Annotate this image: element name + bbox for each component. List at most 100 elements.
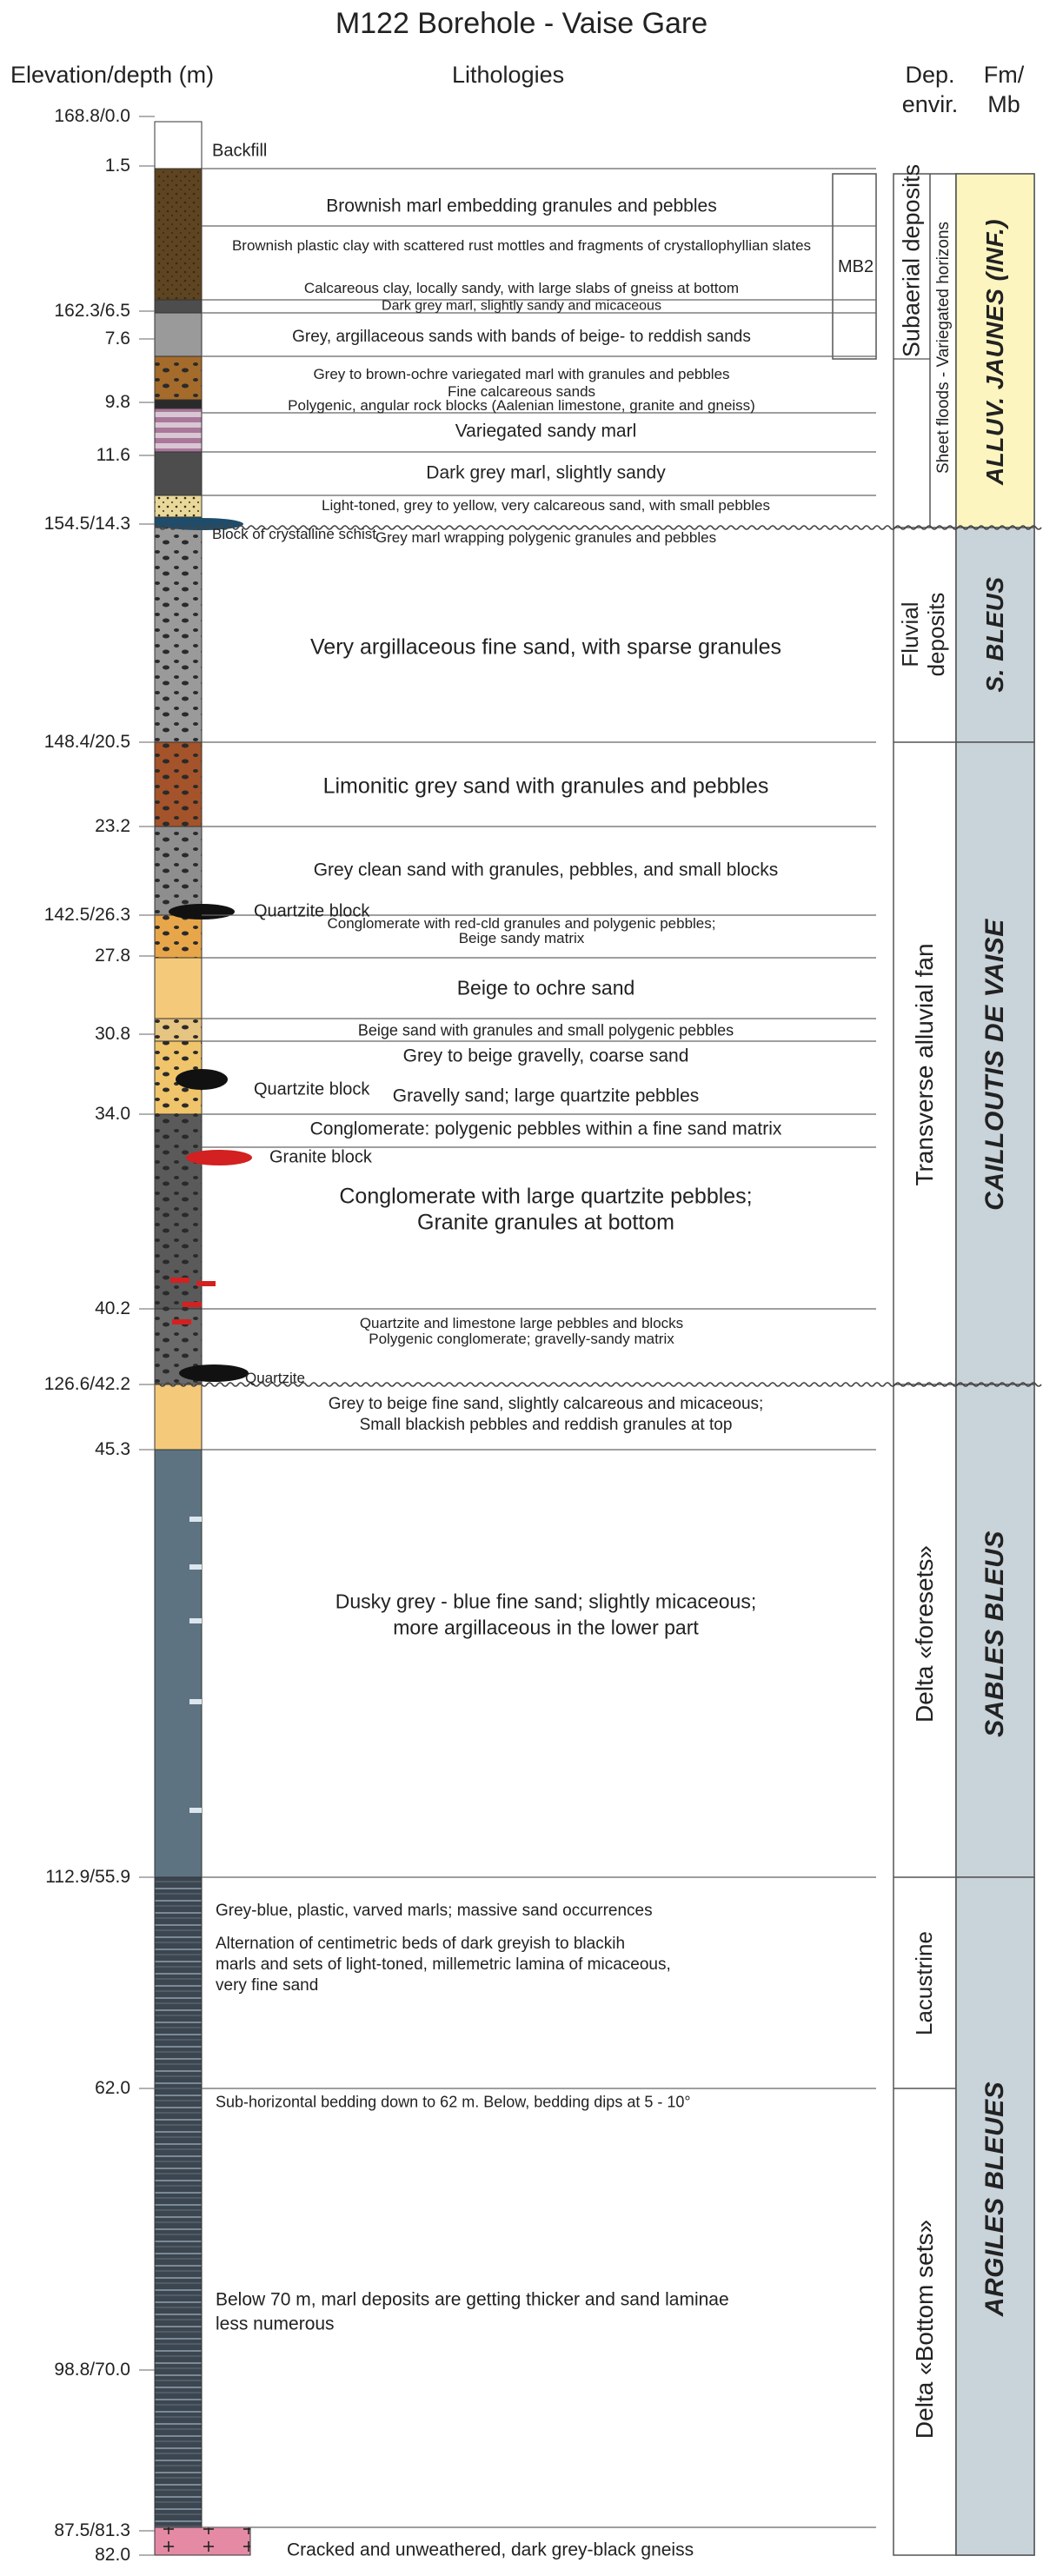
depth-label: 82.0: [95, 2545, 130, 2565]
depth-label: 34.0: [95, 1104, 130, 1124]
depth-label: 45.3: [95, 1439, 130, 1459]
env-fluvial-deposits: deposits: [923, 592, 950, 677]
env-subaerial: Subaerial deposits: [898, 163, 925, 358]
sand-band: [189, 1808, 202, 1813]
dark-grey-marl-block: [154, 451, 203, 496]
variegated-sandy-marl-block-pattern: [154, 408, 203, 453]
varved-marl-block-pattern: [154, 1876, 203, 2528]
figure-title: M122 Borehole - Vaise Gare: [335, 7, 708, 40]
grey-sand-block: [154, 312, 203, 357]
brown-clay-block-pattern: [154, 168, 203, 301]
lithology-description: Dusky grey - blue fine sand; slightly mi…: [335, 1590, 757, 1613]
granite-granule: [170, 1278, 189, 1283]
env-alluvial-fan: Transverse alluvial fan: [910, 943, 938, 1186]
depth-label: 142.5/26.3: [43, 905, 130, 925]
depth-label: 162.3/6.5: [54, 301, 130, 321]
env-sheet-floods: Sheet floods - Variegated horizons: [934, 221, 953, 475]
member-label: MB2: [838, 257, 874, 276]
column-note: Quartzite: [245, 1370, 305, 1386]
depth-label: 7.6: [104, 329, 130, 349]
env-lacustrine: Lacustrine: [911, 1931, 938, 2035]
depth-label: 62.0: [95, 2078, 130, 2098]
depth-label: 126.6/42.2: [43, 1374, 130, 1394]
gneiss-crosses: [155, 2527, 250, 2555]
lithology-description: Beige sandy matrix: [458, 929, 585, 946]
depth-label: 9.8: [104, 392, 130, 412]
lithology-description: more argillaceous in the lower part: [393, 1616, 699, 1639]
lithology-description: Cracked and unweathered, dark grey-black…: [287, 2539, 694, 2560]
lithology-description: Very argillaceous fine sand, with sparse…: [310, 634, 781, 660]
depth-label: 11.6: [96, 445, 130, 465]
depth-label: 23.2: [95, 816, 130, 836]
sand-band: [189, 1564, 202, 1570]
argiles-bleues-fill: [955, 1876, 1035, 2556]
column-note: Quartzite block: [254, 1079, 370, 1099]
lithology-description: Light-toned, grey to yellow, very calcar…: [322, 496, 770, 514]
lithology-description: Quartzite and limestone large pebbles an…: [359, 1314, 684, 1331]
sand-band: [189, 1618, 202, 1623]
formation-argiles-bleues: ARGILES BLEUES: [980, 2081, 1009, 2317]
lithology-description: Gravelly sand; large quartzite pebbles: [392, 1086, 700, 1106]
argillaceous-sand-block-pattern: [154, 527, 203, 743]
lithology-description: very fine sand: [216, 1975, 319, 1995]
lithology-description: Calcareous clay, locally sandy, with lar…: [303, 279, 740, 296]
lithology-description: Small blackish pebbles and reddish granu…: [359, 1415, 733, 1434]
alluv-jaunes-fill: [955, 173, 1035, 528]
depth-label: 27.8: [95, 946, 130, 966]
lithology-description: Beige to ochre sand: [456, 976, 635, 999]
granite-granule: [196, 1281, 216, 1286]
lithology-description: Fine calcareous sands: [447, 382, 596, 400]
lithology-description: Grey to beige fine sand, slightly calcar…: [328, 1394, 764, 1413]
env-delta-foresets: Delta «foresets»: [910, 1545, 938, 1723]
column-note: Block of crystalline schist: [212, 526, 376, 542]
depth-label: 30.8: [95, 1024, 130, 1044]
lithology-description: Granite granules at bottom: [417, 1210, 674, 1235]
quartzite-block-3: [179, 1364, 249, 1382]
granite-block: [186, 1150, 252, 1165]
dark-marl-block: [154, 299, 203, 314]
dep-envir-header: Dep. envir.: [901, 62, 959, 117]
lithology-description: marls and sets of light-toned, millemetr…: [216, 1955, 671, 1974]
formation-alluv-jaunes: ALLUV. JAUNES (INF.): [980, 218, 1008, 486]
lithology-description: Limonitic grey sand with granules and pe…: [322, 773, 769, 799]
depth-label: 1.5: [104, 156, 130, 176]
lithology-description: Polygenic, angular rock blocks (Aalenian…: [288, 396, 755, 414]
lithology-description: Polygenic conglomerate; gravelly-sandy m…: [369, 1330, 674, 1347]
depth-label: 168.8/0.0: [54, 106, 130, 126]
sand-band: [189, 1699, 202, 1704]
variegated-marl-block-pattern: [154, 355, 203, 401]
cailloutis-fill: [955, 741, 1035, 1385]
lithologies-header: Lithologies: [452, 62, 565, 88]
lithology-description: Brownish marl embedding granules and peb…: [326, 196, 717, 216]
column-note: Granite block: [269, 1147, 372, 1167]
conglomerate-redclad-block-pattern: [154, 914, 203, 959]
lithology-description: Variegated sandy marl: [455, 421, 637, 442]
lithology-description: Grey clean sand with granules, pebbles, …: [313, 860, 779, 880]
lithology-description: Alternation of centimetric beds of dark …: [216, 1934, 626, 1953]
column-note: Quartzite block: [254, 901, 370, 921]
lithology-description: Grey-blue, plastic, varved marls; massiv…: [216, 1901, 653, 1920]
lithology-description: Dark grey marl, slightly sandy and micac…: [382, 298, 661, 314]
limonitic-sand-block-pattern: [154, 741, 203, 827]
formation-cailloutis: CAILLOUTIS DE VAISE: [980, 919, 1009, 1211]
lithology-description: Conglomerate: polygenic pebbles within a…: [309, 1119, 782, 1139]
env-delta-bottomsets: Delta «Bottom sets»: [910, 2219, 938, 2440]
calcareous-sand-block-pattern: [154, 495, 203, 518]
formation-sables-bleus: SABLES BLEUS: [980, 1530, 1009, 1737]
backfill-block: [154, 121, 203, 169]
lithology-description: Below 70 m, marl deposits are getting th…: [216, 2289, 729, 2310]
lithology-description: Grey to brown-ochre variegated marl with…: [313, 365, 730, 382]
lithology-description: Conglomerate with red-cld granules and p…: [327, 914, 716, 932]
unconformity-line: [154, 525, 1042, 530]
mb2-box: [832, 173, 877, 360]
lithology-description: Grey, argillaceous sands with bands of b…: [292, 327, 751, 346]
depth-label: 40.2: [95, 1298, 130, 1318]
ochre-sand-block: [154, 957, 203, 1019]
depth-label: 98.8/70.0: [54, 2360, 130, 2380]
elevation-header: Elevation/depth (m): [10, 62, 215, 88]
lithology-description: Grey to beige gravelly, coarse sand: [402, 1046, 689, 1066]
lithology-description: less numerous: [216, 2314, 335, 2334]
fine-sand-block: [154, 1384, 203, 1451]
